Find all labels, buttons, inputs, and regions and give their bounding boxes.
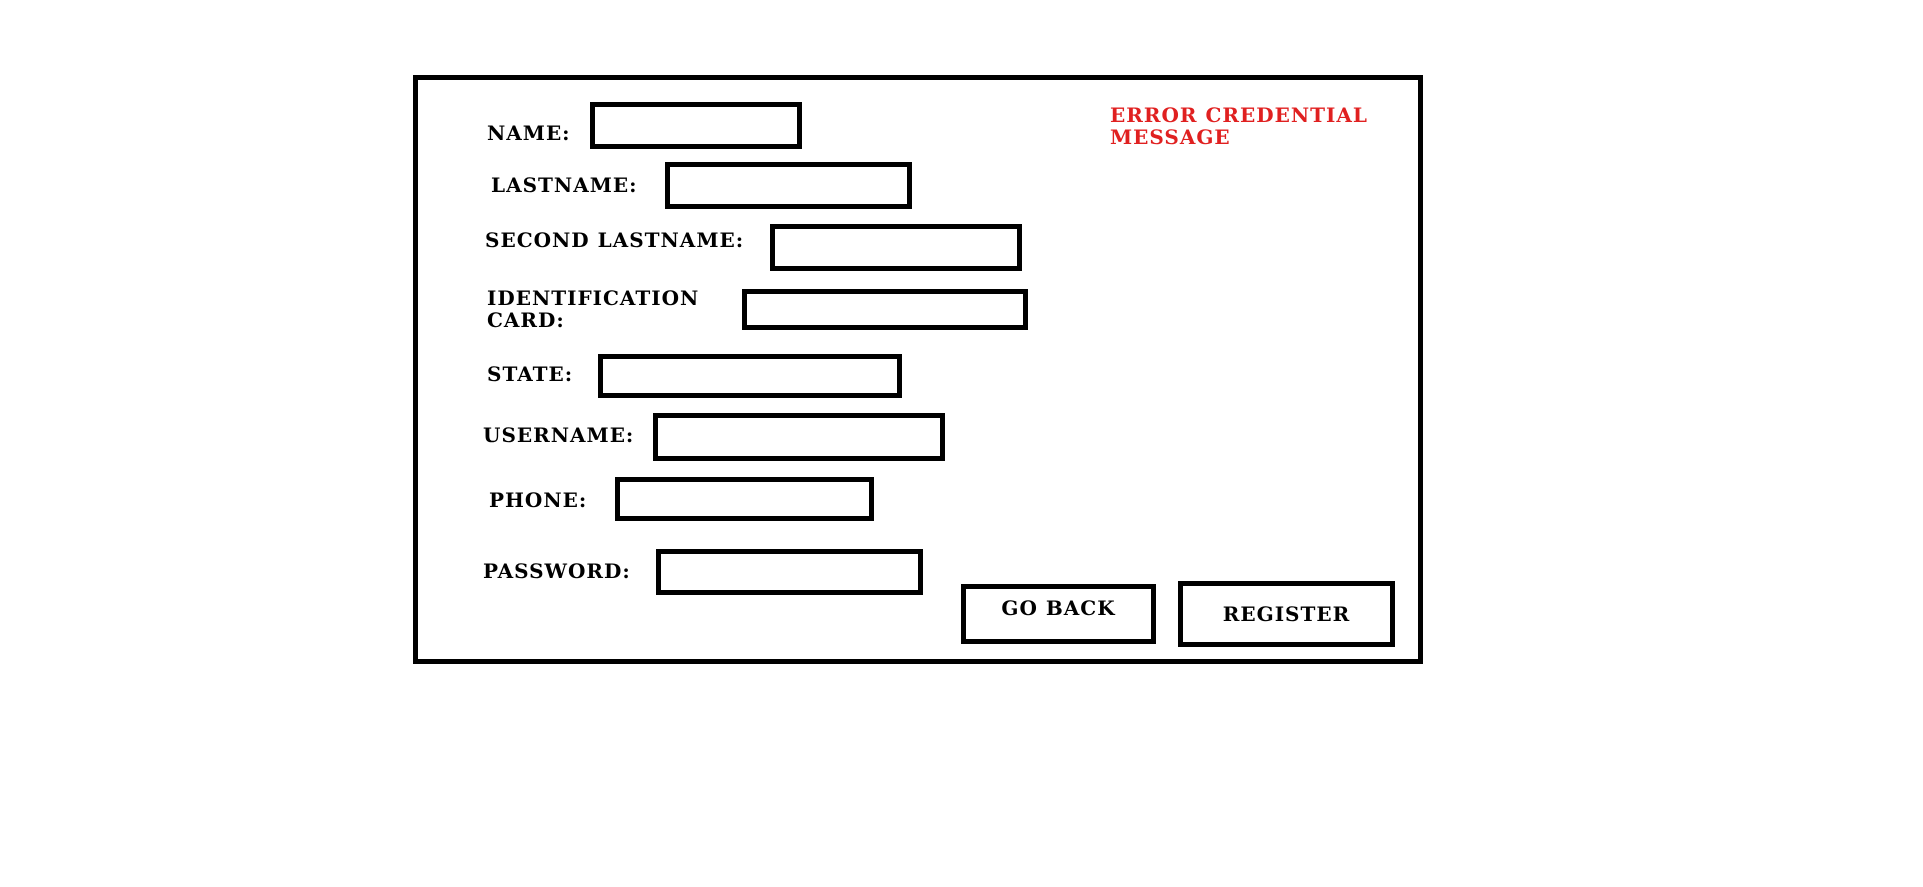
- state-input[interactable]: [598, 354, 902, 398]
- go-back-button[interactable]: GO BACK: [961, 584, 1156, 644]
- lastname-input[interactable]: [665, 162, 912, 209]
- username-label: USERNAME:: [483, 423, 635, 447]
- identification-card-input[interactable]: [742, 289, 1028, 330]
- lastname-label: LASTNAME:: [491, 173, 638, 197]
- name-input[interactable]: [590, 102, 802, 149]
- second-lastname-input[interactable]: [770, 224, 1022, 271]
- name-label: NAME:: [487, 121, 571, 145]
- identification-card-label: IDENTIFICATION CARD:: [487, 286, 700, 332]
- state-label: STATE:: [487, 362, 574, 386]
- register-button[interactable]: REGISTER: [1178, 581, 1395, 647]
- phone-label: PHONE:: [489, 488, 588, 512]
- username-input[interactable]: [653, 413, 945, 461]
- second-lastname-label: SECOND LASTNAME:: [485, 228, 745, 252]
- password-input[interactable]: [656, 549, 923, 595]
- phone-input[interactable]: [615, 477, 874, 521]
- password-label: PASSWORD:: [483, 559, 631, 583]
- error-credential-message: ERROR CREDENTIAL MESSAGE: [1110, 103, 1368, 149]
